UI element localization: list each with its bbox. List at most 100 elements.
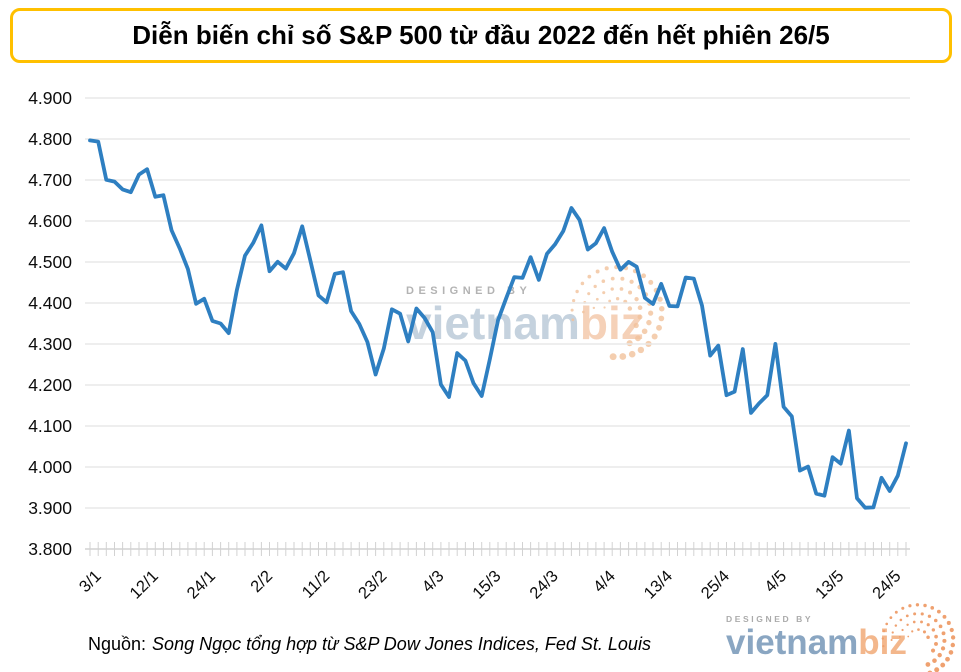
swirl-dot [641, 328, 648, 335]
swirl-dot [934, 667, 940, 672]
vietnambiz-logo: DESIGNED BY vietnambiz [726, 603, 956, 672]
swirl-dot [915, 603, 920, 607]
swirl-dot [938, 624, 943, 629]
swirl-dot [885, 622, 889, 626]
swirl-dot [627, 306, 633, 311]
y-axis-label: 3.900 [28, 498, 72, 518]
swirl-dot [626, 340, 633, 347]
swirl-dot [930, 648, 936, 653]
swirl-dot [946, 620, 951, 625]
x-axis-label: 24/1 [184, 567, 219, 602]
swirl-dot [941, 631, 946, 636]
y-axis-label: 4.300 [28, 334, 72, 354]
y-axis-label: 3.800 [28, 539, 72, 559]
swirl-dots-icon [881, 603, 956, 672]
swirl-dot [925, 662, 931, 667]
swirl-dot [906, 623, 909, 627]
swirl-dot [894, 624, 898, 627]
designed-by-label: DESIGNED BY [406, 285, 532, 297]
swirl-dot [901, 628, 904, 632]
swirl-dot [942, 614, 947, 619]
y-axis-label: 4.800 [28, 129, 72, 149]
swirl-dot [595, 297, 599, 301]
swirl-dot [945, 656, 950, 662]
x-axis-label: 25/4 [698, 567, 733, 602]
x-axis-label: 4/3 [419, 567, 448, 596]
y-axis-label: 4.600 [28, 211, 72, 231]
swirl-dot [615, 297, 620, 301]
swirl-dot [923, 603, 927, 608]
brand-biz-text: biz [579, 297, 644, 349]
y-axis-label: 4.100 [28, 416, 72, 436]
swirl-dot [580, 281, 585, 286]
swirl-dot [920, 612, 924, 616]
y-axis-label: 4.400 [28, 293, 72, 313]
swirl-dot [651, 333, 658, 340]
swirl-dot [940, 662, 946, 668]
x-axis-label: 13/5 [812, 567, 847, 602]
swirl-dot [936, 609, 941, 614]
x-axis-label: 24/3 [526, 567, 561, 602]
swirl-dot [922, 630, 927, 634]
swirl-dot [894, 610, 898, 614]
swirl-dot [587, 292, 591, 296]
x-axis-label: 24/5 [869, 567, 904, 602]
swirl-dot [657, 296, 663, 302]
swirl-dot [593, 284, 597, 289]
brand-biz-text: biz [858, 623, 907, 662]
swirl-dot [608, 299, 612, 303]
x-axis-label: 23/2 [355, 567, 390, 602]
chart-title: Diễn biến chỉ số S&P 500 từ đầu 2022 đến… [132, 20, 830, 50]
swirl-dot [927, 614, 932, 618]
swirl-dot [881, 637, 884, 640]
swirl-dot [629, 279, 634, 284]
y-axis-label: 4.700 [28, 170, 72, 190]
swirl-dot [587, 274, 592, 279]
swirl-dot [917, 628, 920, 631]
swirl-dot [648, 310, 654, 316]
designed-by-label: DESIGNED BY [726, 614, 814, 624]
swirl-dot [920, 620, 923, 624]
swirl-dot [610, 287, 614, 291]
swirl-dot [637, 314, 643, 320]
x-axis-label: 4/4 [590, 567, 619, 596]
swirl-dot [908, 604, 912, 608]
swirl-dot [628, 290, 633, 295]
swirl-dot [899, 618, 903, 622]
x-axis-label: 4/5 [761, 567, 790, 596]
swirl-dot [905, 614, 909, 618]
swirl-dot [891, 631, 894, 634]
swirl-dot [637, 305, 643, 311]
swirl-dot [934, 634, 938, 639]
swirl-dot [912, 620, 916, 624]
swirl-dot [582, 310, 585, 314]
swirl-dot [634, 296, 639, 302]
y-axis-label: 4.200 [28, 375, 72, 395]
swirl-dot [604, 266, 609, 271]
swirl-dot [637, 346, 645, 354]
swirl-dot [901, 606, 905, 610]
swirl-dot [609, 353, 617, 361]
swirl-dot [635, 335, 641, 342]
swirl-dot [932, 658, 937, 663]
swirl-dot [890, 638, 893, 642]
swirl-dot [575, 289, 579, 294]
swirl-dot [911, 630, 914, 633]
swirl-dot [601, 279, 606, 283]
swirl-dot [658, 315, 665, 322]
swirl-dot [942, 638, 947, 643]
swirl-dot [907, 635, 910, 638]
swirl-dot [882, 644, 885, 648]
swirl-dot [930, 606, 935, 610]
swirl-dot [926, 623, 930, 627]
x-axis-label: 2/2 [247, 567, 276, 596]
swirl-dot [950, 635, 956, 640]
swirl-dot [648, 279, 654, 285]
swirl-dot [889, 616, 893, 619]
swirl-dot [656, 324, 662, 331]
swirl-dot [641, 273, 647, 279]
source-label: Nguồn: [88, 634, 147, 654]
swirl-dot [646, 319, 652, 326]
